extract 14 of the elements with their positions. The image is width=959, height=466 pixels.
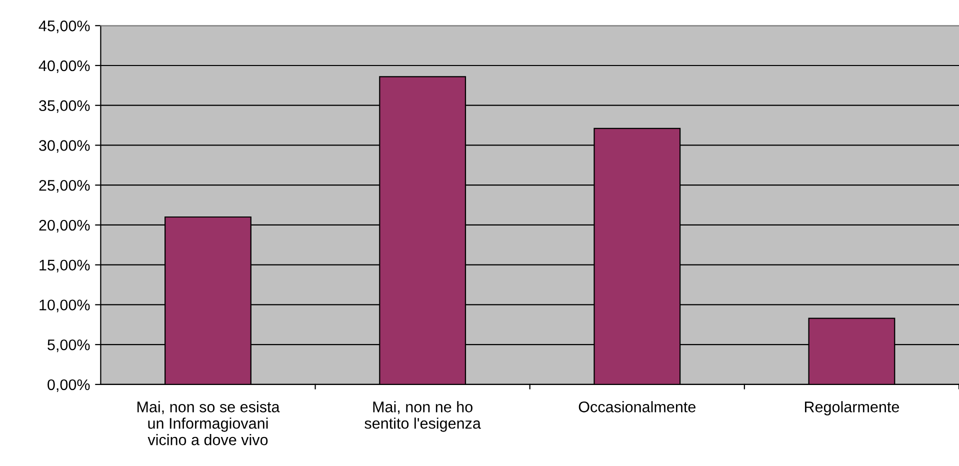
x-tick-label: Occasionalmente bbox=[578, 401, 696, 412]
x-tick-label: Regolarmente bbox=[804, 401, 900, 416]
y-tick-label: 0,00% bbox=[48, 379, 90, 392]
y-tick-label: 25,00% bbox=[39, 180, 90, 193]
x-tick-label: Mai, non ne ho sentito l'esigenza bbox=[364, 401, 481, 432]
y-tick-label: 35,00% bbox=[39, 100, 90, 113]
y-tick-label: 45,00% bbox=[38, 20, 90, 34]
y-tick-label: 15,00% bbox=[40, 260, 90, 272]
y-tick-label: 40,00% bbox=[38, 60, 90, 73]
y-tick-label: 10,00% bbox=[40, 300, 90, 312]
y-tick-label: 20,00% bbox=[39, 220, 90, 232]
y-tick-label: 30,00% bbox=[39, 140, 90, 153]
x-tick-label: Mai, non so se esista un Informagiovani vicino a dove vivo bbox=[137, 401, 280, 446]
y-tick-label: 5,00% bbox=[48, 339, 90, 352]
